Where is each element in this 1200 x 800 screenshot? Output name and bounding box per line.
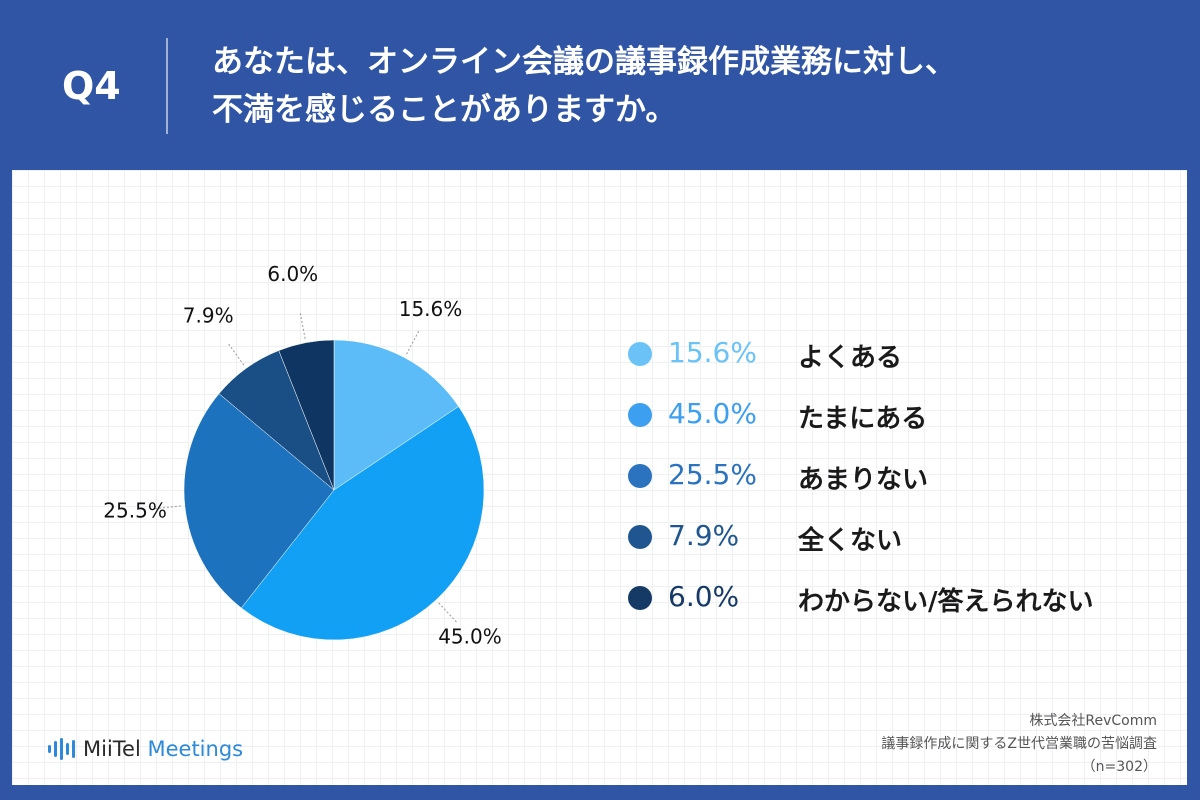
question-title-line-2: 不満を感じることがありますか。 bbox=[212, 92, 677, 128]
pie-leader-line-4 bbox=[299, 313, 306, 339]
legend-value: 15.6% bbox=[668, 336, 757, 369]
chart-legend: 15.6% よくある 45.0% たまにある 25.5% あまりない 7.9% 全くない 6.0… bbox=[628, 330, 1168, 635]
legend-dot-icon bbox=[628, 403, 652, 427]
question-number: Q4 bbox=[62, 64, 121, 108]
chart-card: 15.6% 45.0% 25.5% 7.9% 6.0% 15.6% よくある 45.0% たま… bbox=[12, 170, 1187, 785]
pie-slice-1 bbox=[240, 406, 485, 641]
legend-dot-icon bbox=[628, 464, 652, 488]
pie-slice-0 bbox=[333, 339, 459, 491]
pie-leader-line-0 bbox=[406, 330, 420, 355]
pie-slice-label-4: 6.0% bbox=[267, 262, 318, 286]
brand-logo: MiiTel Meetings bbox=[48, 734, 243, 764]
legend-label: 全くない bbox=[798, 526, 903, 556]
source-sample-size: （n=302） bbox=[1081, 759, 1157, 775]
legend-dot-icon bbox=[628, 586, 652, 610]
pie-leader-line-2 bbox=[154, 505, 181, 510]
legend-item-0: 15.6% よくある bbox=[628, 330, 1168, 391]
legend-label: よくある bbox=[798, 343, 903, 373]
legend-dot-icon bbox=[628, 525, 652, 549]
pie-slice-4 bbox=[278, 339, 335, 491]
legend-value: 7.9% bbox=[668, 519, 740, 552]
source-survey: 議事録作成に関するZ世代営業職の苦悩調査 bbox=[881, 736, 1157, 752]
question-title: あなたは、オンライン会議の議事録作成業務に対し、 不満を感じることがありますか。 bbox=[212, 38, 1172, 134]
logo-bars-icon bbox=[48, 738, 75, 760]
question-header: Q4 あなたは、オンライン会議の議事録作成業務に対し、 不満を感じることがありま… bbox=[0, 0, 1200, 170]
source-company: 株式会社RevComm bbox=[1029, 713, 1157, 729]
pie-leader-line-1 bbox=[438, 602, 457, 623]
legend-dot-icon bbox=[628, 342, 652, 366]
legend-value: 45.0% bbox=[668, 397, 757, 430]
pie-slice-label-1: 45.0% bbox=[438, 625, 502, 649]
source-note: 株式会社RevComm 議事録作成に関するZ世代営業職の苦悩調査 （n=302） bbox=[881, 710, 1157, 779]
pie-chart: 15.6% 45.0% 25.5% 7.9% 6.0% bbox=[103, 262, 502, 649]
legend-value: 6.0% bbox=[668, 580, 740, 613]
legend-item-1: 45.0% たまにある bbox=[628, 391, 1168, 452]
legend-label: あまりない bbox=[798, 465, 929, 495]
pie-slice-label-3: 7.9% bbox=[183, 304, 234, 328]
legend-value: 25.5% bbox=[668, 458, 757, 491]
legend-item-3: 7.9% 全くない bbox=[628, 513, 1168, 574]
header-divider bbox=[166, 38, 168, 134]
legend-item-2: 25.5% あまりない bbox=[628, 452, 1168, 513]
legend-label: わからない/答えられない bbox=[798, 587, 1094, 617]
legend-label: たまにある bbox=[798, 404, 928, 434]
pie-slice-label-0: 15.6% bbox=[399, 297, 463, 321]
legend-item-4: 6.0% わからない/答えられない bbox=[628, 574, 1168, 635]
question-title-line-1: あなたは、オンライン会議の議事録作成業務に対し、 bbox=[212, 44, 956, 80]
brand-logo-text: MiiTel Meetings bbox=[83, 737, 244, 761]
pie-slice-2 bbox=[183, 393, 335, 609]
pie-slice-label-2: 25.5% bbox=[103, 499, 167, 523]
pie-leader-line-3 bbox=[228, 343, 245, 366]
